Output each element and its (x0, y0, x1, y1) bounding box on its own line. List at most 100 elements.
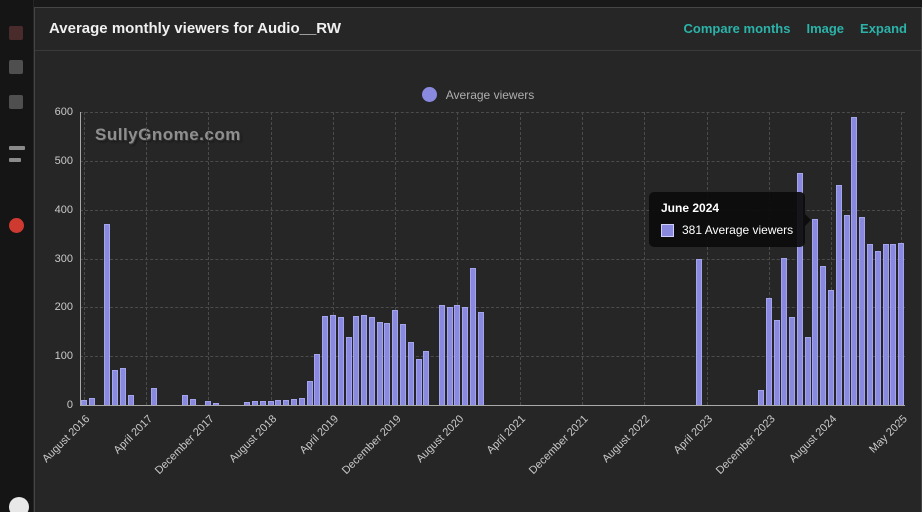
bar-month-16[interactable] (205, 401, 212, 405)
x-tick-label: August 2024 (787, 413, 840, 466)
bar-month-101[interactable] (866, 244, 873, 405)
bar-month-50[interactable] (470, 268, 477, 405)
x-tick-label: December 2023 (713, 413, 778, 477)
bar-month-93[interactable] (804, 337, 811, 405)
rail-icon-top[interactable] (9, 26, 23, 40)
bar-month-41[interactable] (399, 324, 406, 405)
bar-month-5[interactable] (119, 368, 126, 405)
bar-month-100[interactable] (859, 217, 866, 405)
bar-month-88[interactable] (765, 298, 772, 405)
bar-month-96[interactable] (828, 290, 835, 405)
bar-month-94[interactable] (812, 219, 819, 405)
bar-month-49[interactable] (462, 307, 469, 405)
header-actions: Compare months Image Expand (684, 20, 907, 38)
bar-month-46[interactable] (438, 305, 445, 405)
bar-month-22[interactable] (252, 401, 259, 405)
gridline-v (332, 112, 334, 405)
bar-month-44[interactable] (423, 351, 430, 405)
rail-icon-avatar-bottom[interactable] (9, 497, 29, 512)
bar-month-9[interactable] (150, 388, 157, 405)
bar-month-26[interactable] (283, 400, 290, 405)
bar-month-40[interactable] (392, 310, 399, 405)
gridline-v (208, 112, 210, 405)
image-link[interactable]: Image (806, 21, 845, 36)
rail-icon-square-1[interactable] (9, 60, 23, 74)
rail-icon-record-red[interactable] (9, 218, 24, 233)
bar-month-23[interactable] (259, 401, 266, 405)
bar-month-91[interactable] (789, 317, 796, 405)
bar-month-1[interactable] (88, 398, 95, 405)
bar-month-31[interactable] (322, 316, 329, 405)
bar-month-32[interactable] (329, 315, 336, 405)
gridline-h (80, 112, 905, 113)
bar-month-90[interactable] (781, 258, 788, 405)
bar-month-25[interactable] (275, 400, 282, 405)
bar-month-51[interactable] (477, 312, 484, 405)
bar-month-28[interactable] (298, 398, 305, 405)
plot-area: 0 100 200 300 400 500 600 August 2016 April 2017… (35, 51, 921, 512)
gridline-v (395, 112, 397, 405)
bar-month-3[interactable] (104, 224, 111, 405)
gridline-v (270, 112, 272, 405)
bar-month-17[interactable] (213, 403, 220, 405)
gridline-h (80, 160, 905, 162)
bar-month-98[interactable] (843, 215, 850, 405)
bar-month-97[interactable] (835, 185, 842, 405)
bar-month-37[interactable] (368, 317, 375, 405)
bar-month-48[interactable] (454, 305, 461, 405)
rail-icon-square-2[interactable] (9, 95, 23, 109)
y-tick-label: 500 (54, 154, 73, 167)
gridline-v (582, 112, 583, 405)
bar-month-29[interactable] (306, 381, 313, 405)
bar-month-21[interactable] (244, 402, 251, 405)
x-axis-line (80, 405, 905, 406)
chart-legend[interactable]: Average viewers (35, 87, 921, 102)
bar-month-87[interactable] (758, 390, 764, 405)
bar-month-24[interactable] (267, 401, 274, 405)
gridline-v (768, 112, 770, 405)
gridline-v (644, 112, 646, 405)
bar-month-105[interactable] (898, 243, 905, 405)
bar-month-103[interactable] (882, 244, 889, 405)
x-tick-label: December 2017 (153, 413, 217, 477)
bar-month-35[interactable] (353, 316, 360, 405)
x-tick-label: April 2019 (297, 413, 342, 457)
bar-month-27[interactable] (291, 399, 298, 405)
expand-link[interactable]: Expand (860, 21, 907, 36)
bar-month-102[interactable] (874, 251, 881, 405)
y-tick-label: 400 (54, 203, 73, 216)
compare-months-link[interactable]: Compare months (683, 21, 791, 36)
bar-month-34[interactable] (345, 337, 352, 405)
x-tick-label: May 2025 (866, 413, 910, 456)
x-tick-label: April 2023 (671, 413, 716, 457)
rail-icon-list[interactable] (9, 146, 25, 150)
bar-month-14[interactable] (189, 399, 196, 405)
chart-canvas: Average viewers SullyGnome.com 0 100 200 30… (35, 51, 921, 512)
bar-month-79[interactable] (695, 259, 702, 405)
bar-month-4[interactable] (112, 370, 119, 405)
bar-month-43[interactable] (415, 359, 422, 405)
bar-month-104[interactable] (890, 244, 897, 405)
bar-month-95[interactable] (820, 266, 827, 405)
bar-month-39[interactable] (384, 323, 391, 405)
bar-month-47[interactable] (446, 307, 453, 405)
x-tick-label: December 2021 (526, 413, 591, 477)
bar-month-30[interactable] (314, 354, 321, 405)
x-tick-label: December 2019 (339, 413, 404, 477)
bar-month-92[interactable] (796, 173, 803, 405)
gridline-v (83, 112, 85, 405)
bar-month-89[interactable] (773, 320, 780, 405)
rail-icon-list-2[interactable] (9, 158, 21, 162)
bar-month-33[interactable] (337, 317, 344, 405)
bar-month-38[interactable] (376, 322, 383, 405)
bar-month-36[interactable] (361, 315, 368, 405)
bar-month-6[interactable] (127, 395, 134, 405)
bar-month-42[interactable] (407, 342, 414, 405)
chart-panel: Average monthly viewers for Audio__RW Co… (34, 7, 922, 512)
bar-month-13[interactable] (182, 395, 189, 405)
bar-month-99[interactable] (851, 117, 858, 405)
gridline-h (80, 356, 905, 358)
bar-month-0[interactable] (80, 400, 87, 405)
left-sidebar (0, 0, 34, 512)
